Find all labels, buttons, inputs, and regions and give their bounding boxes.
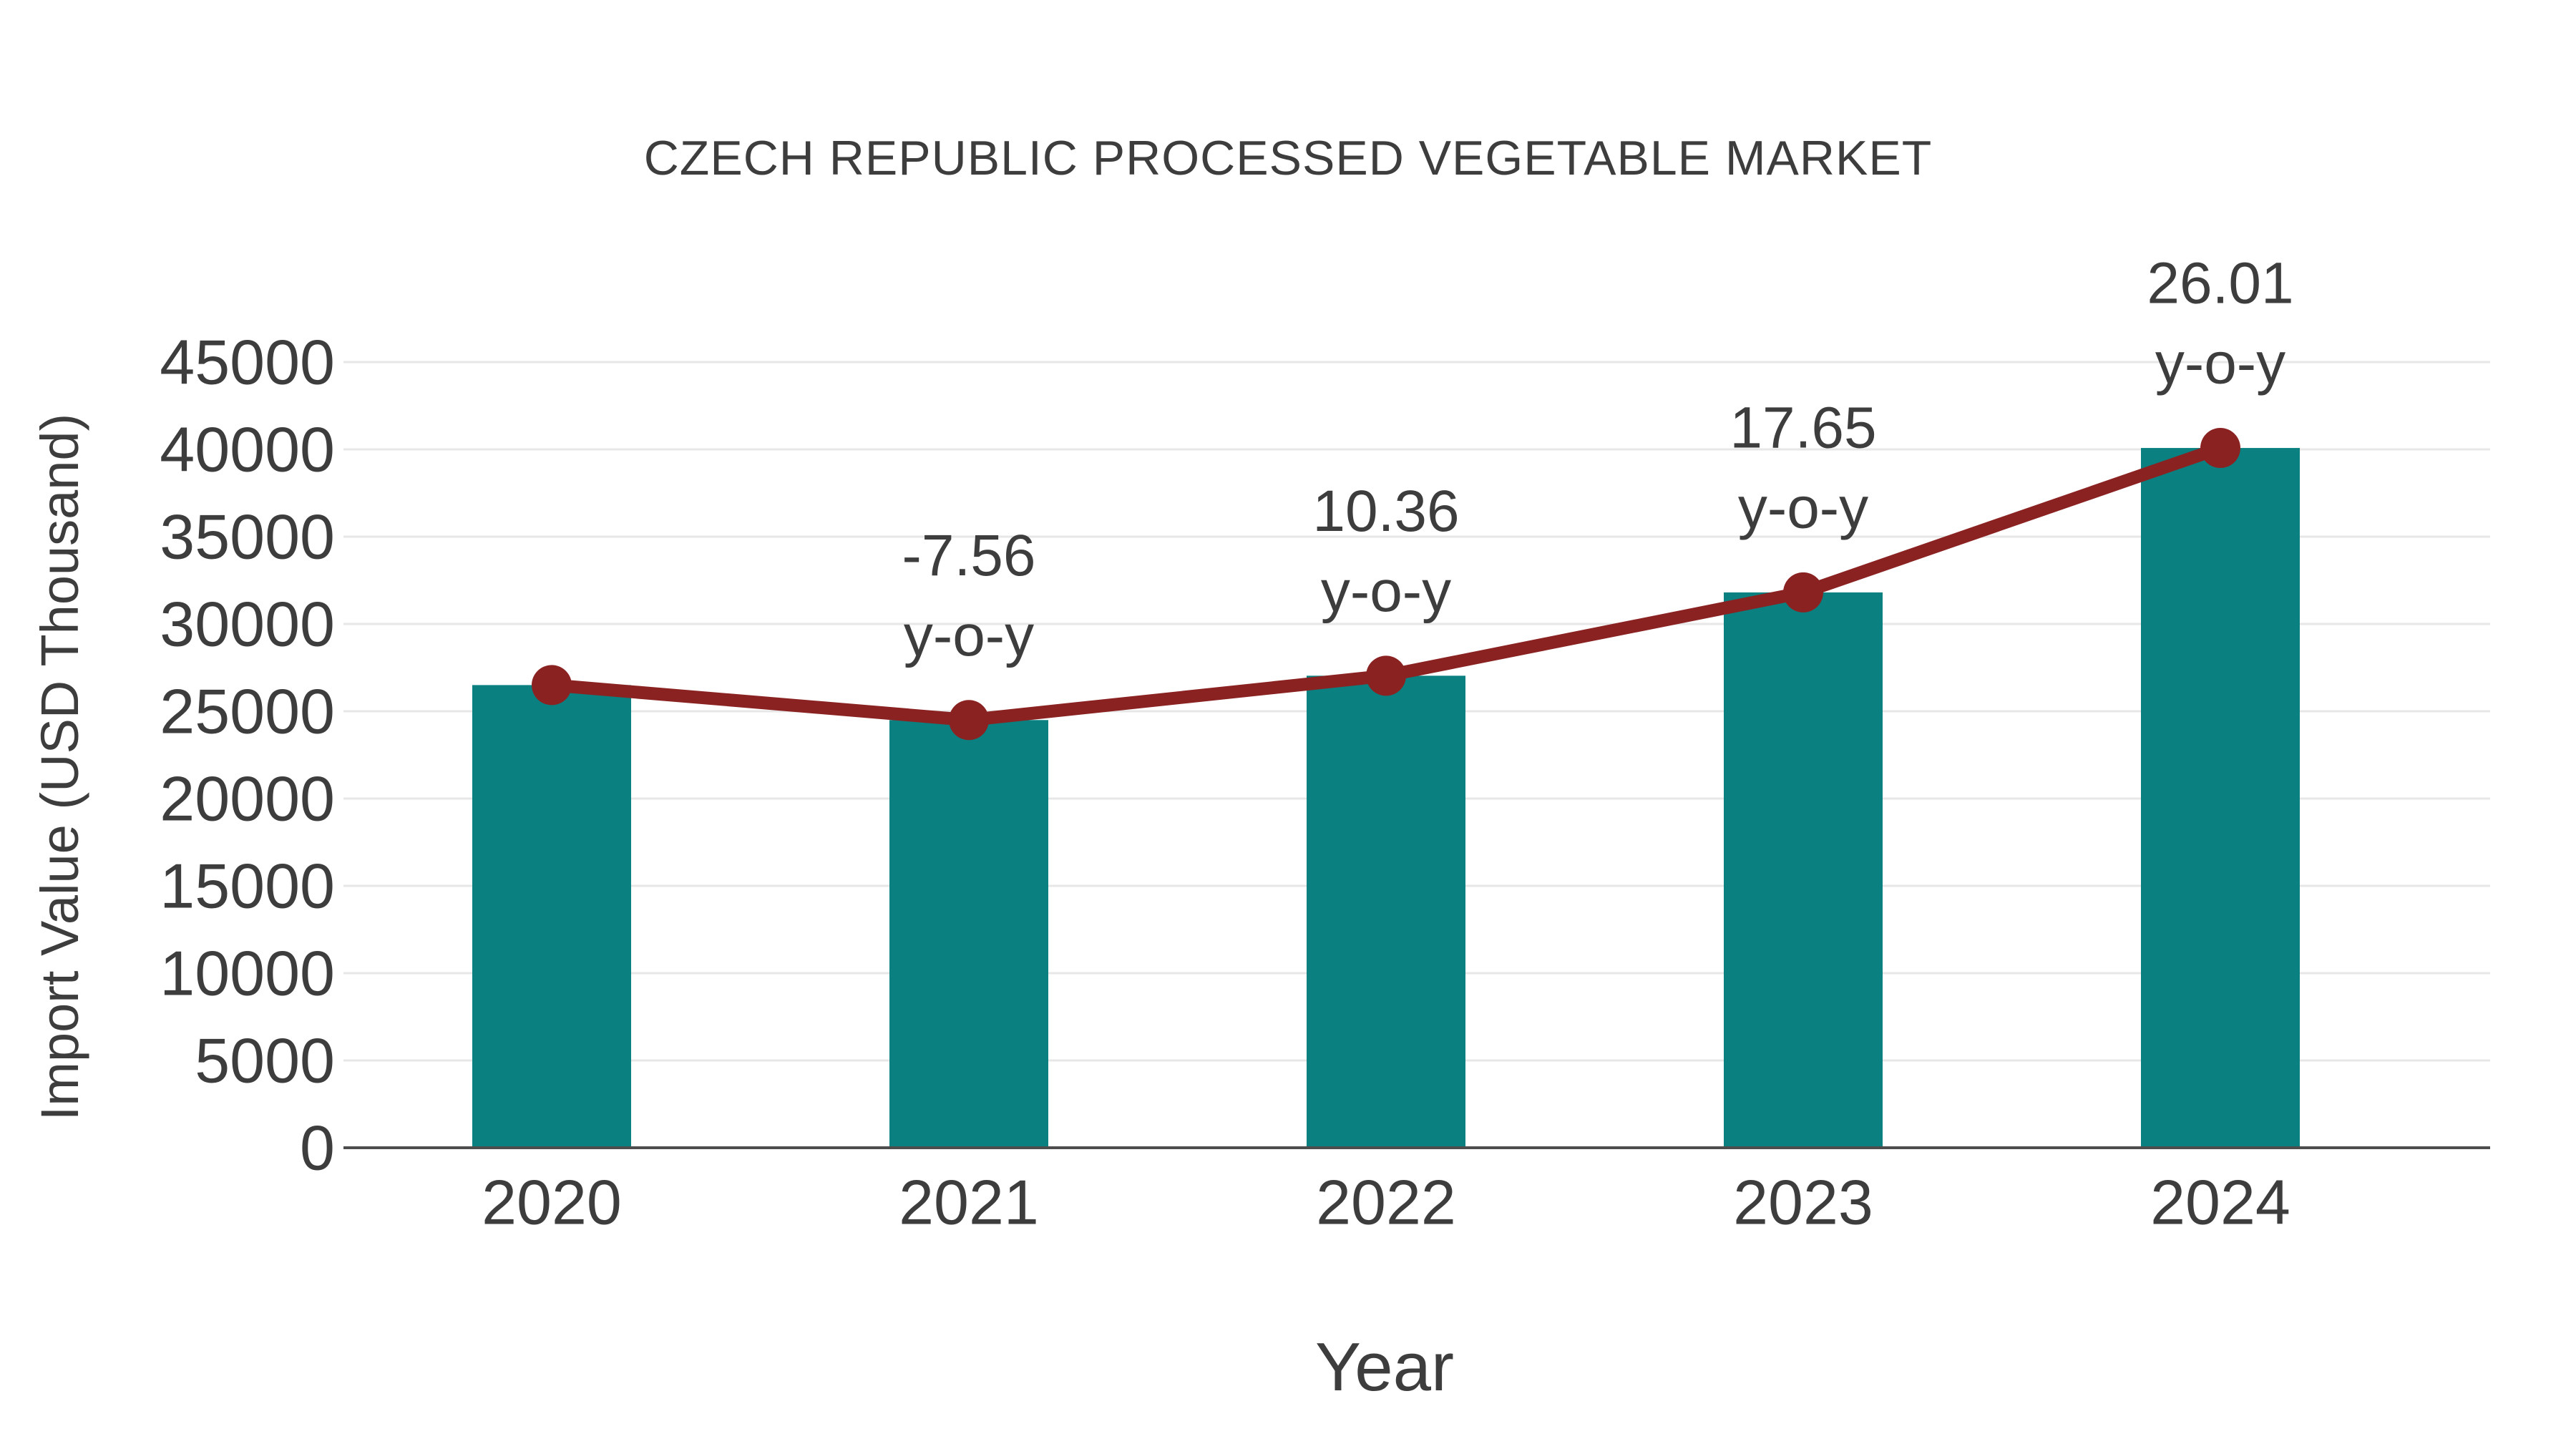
bar-2022 [1307, 675, 1465, 1148]
y-tick-label: 10000 [160, 938, 335, 1009]
x-tick-label: 2020 [482, 1167, 622, 1238]
trend-marker-2020 [532, 665, 572, 706]
annotation-yoy-label: y-o-y [904, 603, 1034, 668]
bar-2020 [472, 685, 631, 1148]
bar-2024 [2141, 448, 2300, 1148]
x-tick-label: 2024 [2150, 1167, 2290, 1238]
bar-2021 [889, 720, 1048, 1148]
x-axis-title: Year [1315, 1329, 1454, 1405]
y-tick-label: 5000 [195, 1025, 335, 1096]
y-tick-label: 0 [300, 1113, 335, 1184]
y-tick-label: 30000 [160, 589, 335, 660]
y-tick-label: 15000 [160, 851, 335, 922]
chart-title: CZECH REPUBLIC PROCESSED VEGETABLE MARKE… [643, 131, 1933, 185]
y-tick-label: 25000 [160, 676, 335, 747]
x-tick-label: 2021 [899, 1167, 1039, 1238]
trend-marker-2024 [2200, 428, 2240, 469]
annotation-value: 26.01 [2147, 251, 2293, 316]
x-tick-label: 2023 [1733, 1167, 1873, 1238]
y-tick-label: 35000 [160, 502, 335, 572]
bar-2023 [1724, 592, 1883, 1148]
annotation-yoy-label: y-o-y [2155, 331, 2285, 396]
y-tick-label: 45000 [160, 327, 335, 398]
annotation-value: 10.36 [1312, 479, 1459, 544]
trend-marker-2023 [1783, 572, 1823, 613]
annotation-yoy-label: y-o-y [1738, 475, 1868, 540]
y-tick-label: 40000 [160, 414, 335, 485]
annotation-value: -7.56 [902, 523, 1036, 588]
x-tick-label: 2022 [1316, 1167, 1456, 1238]
y-tick-label: 20000 [160, 763, 335, 834]
annotation-yoy-label: y-o-y [1321, 559, 1451, 624]
trend-marker-2021 [949, 700, 989, 741]
annotation-value: 17.65 [1729, 395, 1876, 460]
trend-marker-2022 [1366, 655, 1406, 696]
